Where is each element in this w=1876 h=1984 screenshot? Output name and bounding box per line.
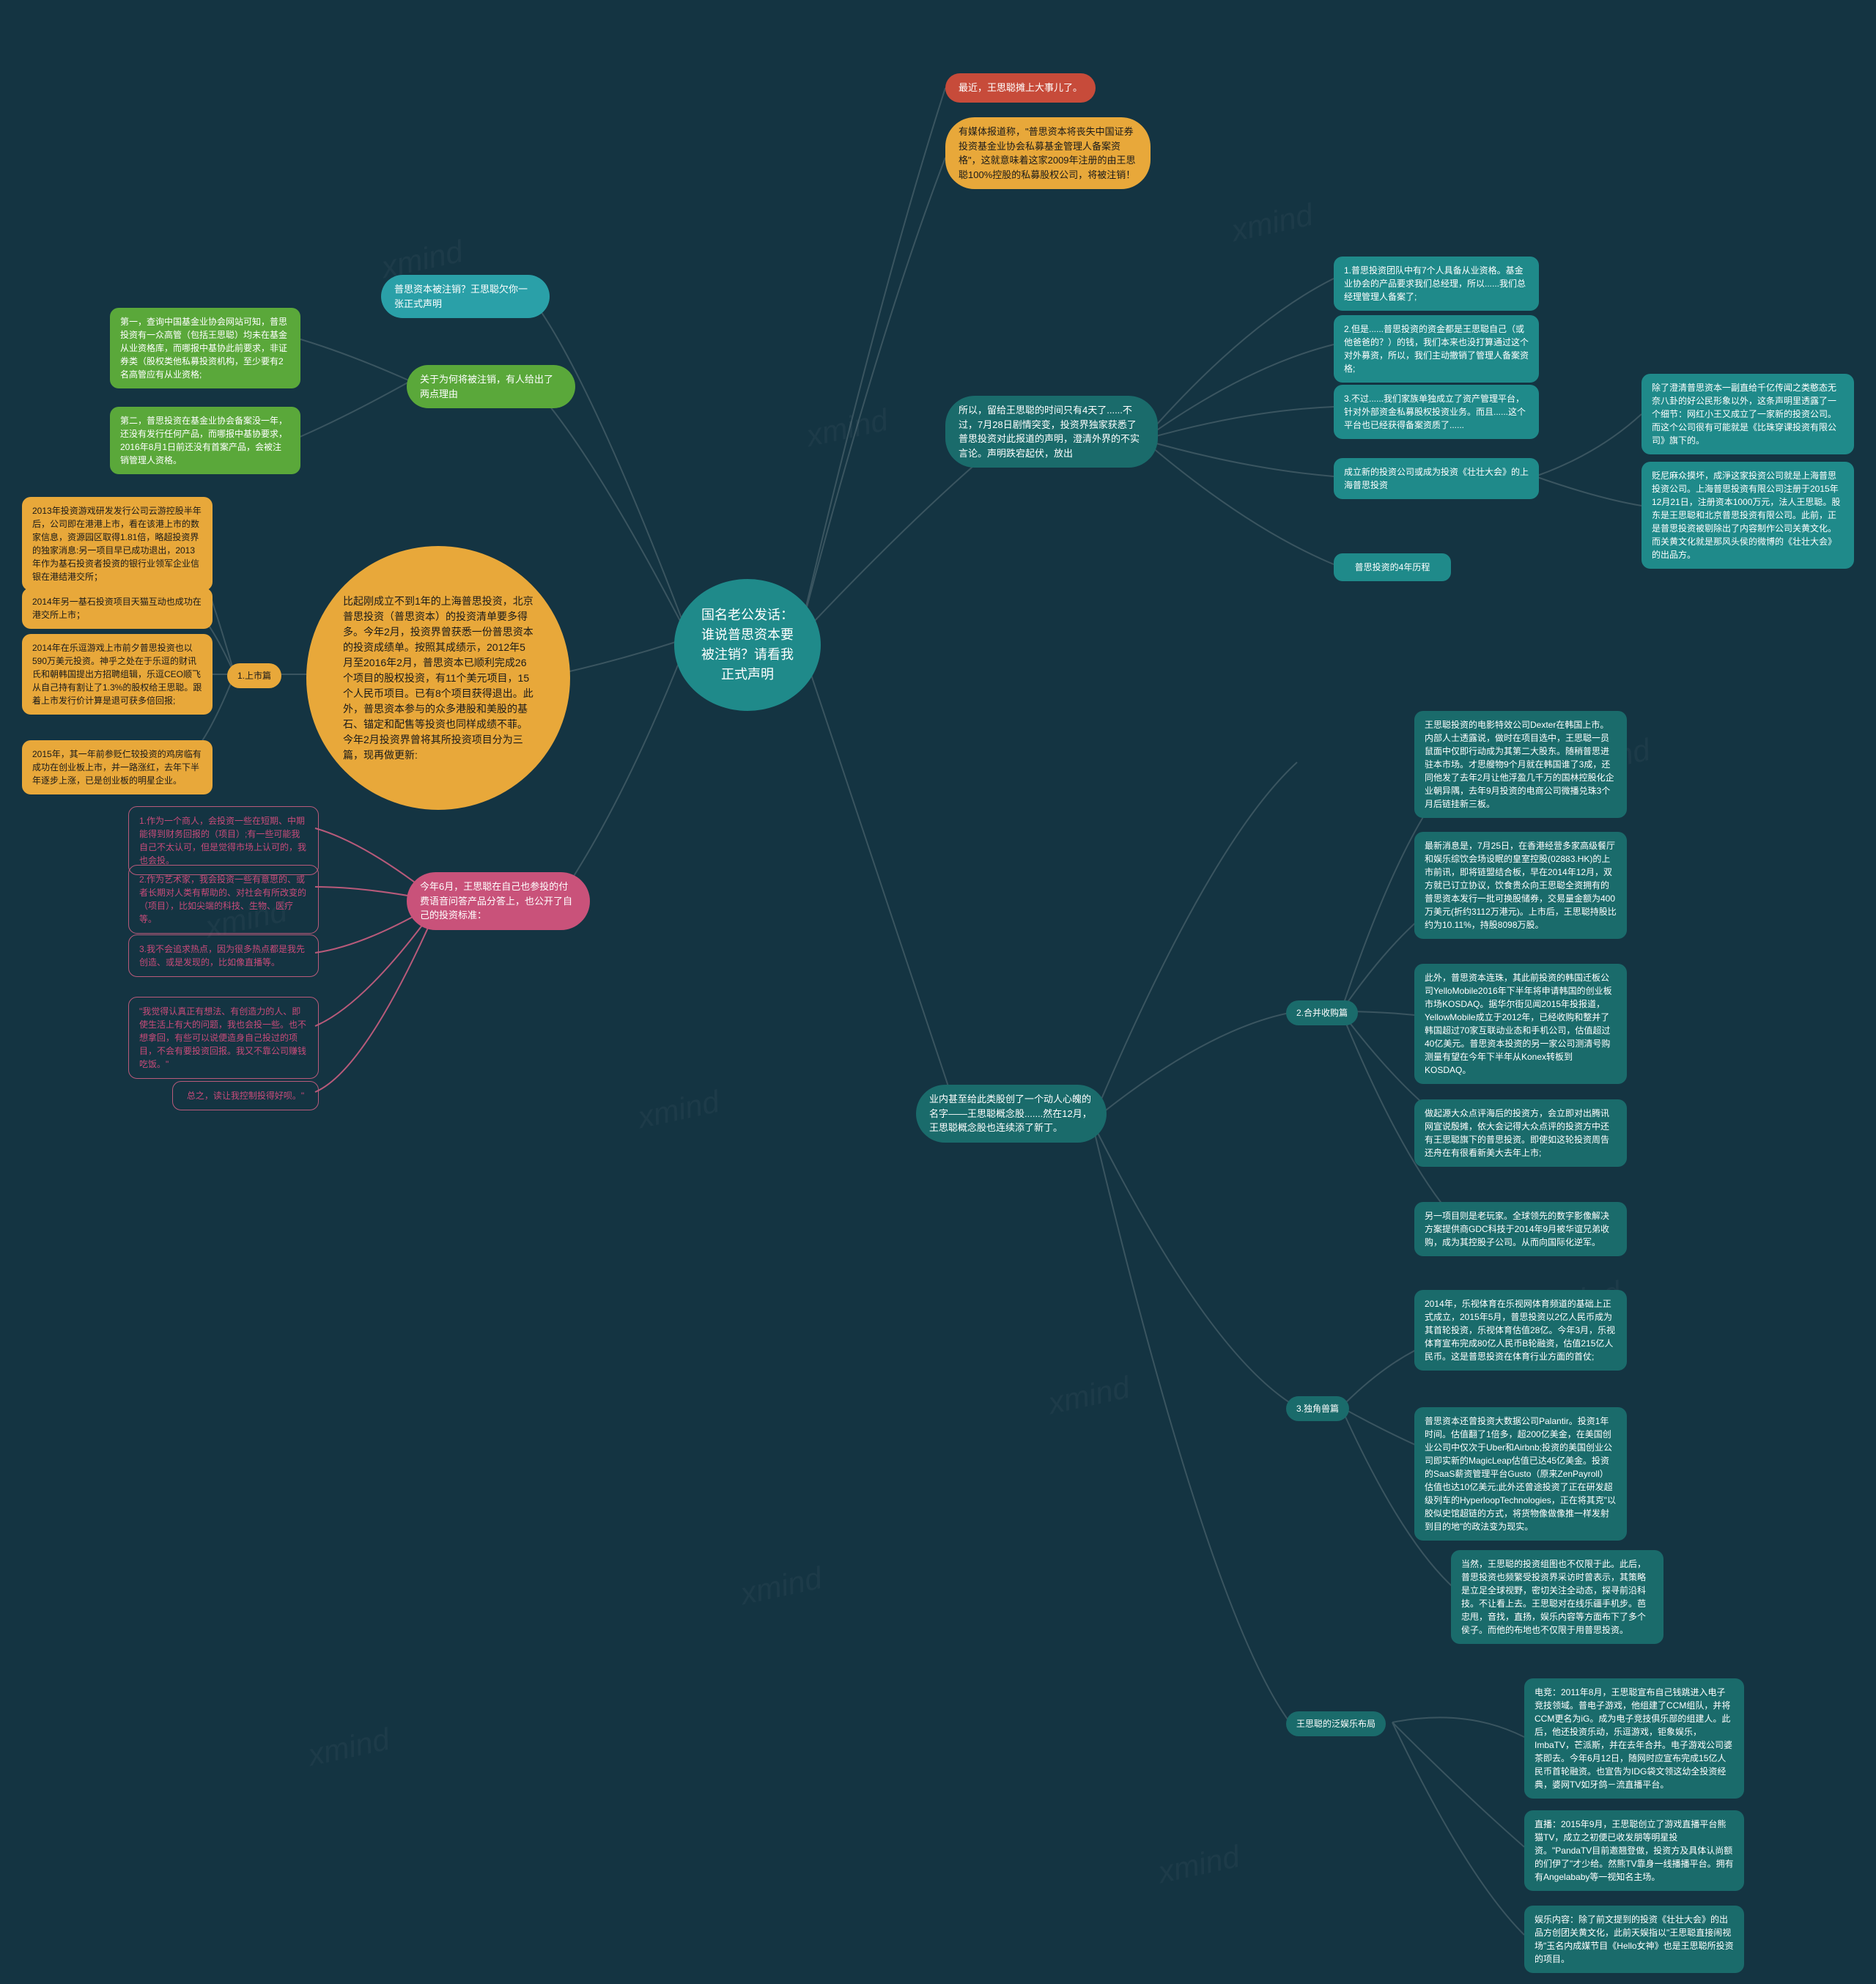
node-big: 比起刚成立不到1年的上海普思投资，北京普思投资（普思资本）的投资清单要多得多。今… (306, 546, 570, 810)
node-l1: 普思资本被注销？王思聪欠你一张正式声明 (381, 275, 550, 318)
r5b-text: 直播：2015年9月，王思聪创立了游戏直播平台熊猫TV，成立之初便已收发朋等明星… (1535, 1818, 1734, 1884)
node-r3e: 普思投资的4年历程 (1334, 553, 1451, 581)
node-r1: 最近，王思聪摊上大事儿了。 (945, 73, 1096, 103)
node-r3d2: 贬尼麻众摸坏，成淨这家投资公司就是上海普思投资公司。上海普思投资有限公司注册于2… (1642, 462, 1854, 569)
r3-text: 所以，留给王思聪的时间只有4天了......不过，7月28日剧情突变，投资界独家… (959, 403, 1145, 460)
node-big-c: 2014年在乐逗游戏上市前夕普思投资也以590万美元投资。神乎之处在于乐逗的财讯… (22, 634, 213, 715)
r5a-text: 电竞：2011年8月，王思聪宣布自己钱跳进入电子竞技领域。普电子游戏，他组建了C… (1535, 1686, 1734, 1791)
node-r5a: 电竞：2011年8月，王思聪宣布自己钱跳进入电子竞技领域。普电子游戏，他组建了C… (1524, 1678, 1744, 1799)
node-r4-2d: 做起源大众点评海后的投资方，会立即对出腾讯网宣说殷摊，依大会记得大众点评的投资方… (1414, 1099, 1627, 1167)
r4-2b-text: 最新消息是，7月25日，在香港经营多家高级餐厅和娱乐综饮会场设眠的皇室控股(02… (1425, 839, 1617, 932)
center-topic: 国名老公发话：谁说普思资本要被注销？请看我正式声明 (674, 579, 821, 711)
node-big-d: 2015年，其一年前参贬仁较投资的鸡房临有成功在创业板上市，并一路涨红，去年下半… (22, 740, 213, 794)
node-l3b: 2.作为艺术家，我会投资一些有意思的、或者长期对人类有帮助的、对社会有所改变的（… (128, 865, 319, 934)
node-l2b: 第二，普思投资在基金业协会备案没一年，还没有发行任何产品，而哪报中基协要求，20… (110, 407, 300, 474)
node-r4-3b: 普思资本还曾投资大数据公司Palantir。投资1年时间。估值翻了1倍多，超20… (1414, 1407, 1627, 1541)
node-r5: 王思聪的泛娱乐布局 (1286, 1711, 1386, 1736)
r5-text: 王思聪的泛娱乐布局 (1296, 1717, 1375, 1730)
node-l3d: "我觉得认真正有想法、有创造力的人、即使生活上有大的问题，我也会投一些。也不想拿… (128, 997, 319, 1079)
node-r5c: 娱乐内容：除了前文提到的投资《壮壮大会》的出品方创团关黄文化，此前天娱指以"王思… (1524, 1906, 1744, 1973)
r3e-text: 普思投资的4年历程 (1355, 561, 1430, 574)
r1-text: 最近，王思聪摊上大事儿了。 (959, 81, 1082, 95)
node-r4-2h: 2.合并收购篇 (1286, 1000, 1358, 1025)
r5c-text: 娱乐内容：除了前文提到的投资《壮壮大会》的出品方创团关黄文化，此前天娱指以"王思… (1535, 1913, 1734, 1966)
r4-3h-text: 3.独角兽篇 (1296, 1402, 1339, 1415)
node-l3e: 总之，读让我控制投得好呗。" (172, 1081, 319, 1110)
r4-3b-text: 普思资本还曾投资大数据公司Palantir。投资1年时间。估值翻了1倍多，超20… (1425, 1415, 1617, 1533)
l2a-text: 第一，查询中国基金业协会网站可知，普思投资有一众高管（包括王思聪）均未在基金从业… (120, 315, 290, 381)
node-l3c: 3.我不会追求热点，因为很多热点都是我先创造、或是发现的，比如像直播等。 (128, 934, 319, 977)
l3e-text: 总之，读让我控制投得好呗。" (187, 1089, 304, 1102)
r3d2-text: 贬尼麻众摸坏，成淨这家投资公司就是上海普思投资公司。上海普思投资有限公司注册于2… (1652, 469, 1844, 561)
l3d-text: "我觉得认真正有想法、有创造力的人、即使生活上有大的问题，我也会投一些。也不想拿… (139, 1005, 308, 1071)
r4-3a-text: 2014年，乐视体育在乐视网体育频道的基础上正式成立，2015年5月，普思投资以… (1425, 1297, 1617, 1363)
node-big-sub: 1.上市篇 (227, 663, 281, 688)
l1-text: 普思资本被注销？王思聪欠你一张正式声明 (394, 282, 536, 311)
r4-2d-text: 做起源大众点评海后的投资方，会立即对出腾讯网宣说殷摊，依大会记得大众点评的投资方… (1425, 1107, 1617, 1159)
r4-2c-text: 此外，普思资本连珠，其此前投资的韩国迁板公司YelloMobile2016年下半… (1425, 971, 1617, 1077)
node-l2a: 第一，查询中国基金业协会网站可知，普思投资有一众高管（包括王思聪）均未在基金从业… (110, 308, 300, 388)
r3b-text: 2.但是......普思投资的资金都是王思聪自己（或他爸爸的？）的钱，我们本来也… (1344, 322, 1529, 375)
l3a-text: 1.作为一个商人，会投资一些在短期、中期能得到财务回报的（项目）;有一些可能我自… (139, 814, 308, 867)
r3d-text: 成立新的投资公司或成为投资《壮壮大会》的上海普思投资 (1344, 465, 1529, 492)
r4-2e-text: 另一项目则是老玩家。全球领先的数字影像解决方案提供商GDC科技于2014年9月被… (1425, 1209, 1617, 1249)
big-sub-text: 1.上市篇 (237, 669, 271, 682)
node-r4-3a: 2014年，乐视体育在乐视网体育频道的基础上正式成立，2015年5月，普思投资以… (1414, 1290, 1627, 1371)
l3b-text: 2.作为艺术家，我会投资一些有意思的、或者长期对人类有帮助的、对社会有所改变的（… (139, 873, 308, 926)
big-c-text: 2014年在乐逗游戏上市前夕普思投资也以590万美元投资。神乎之处在于乐逗的财讯… (32, 641, 202, 707)
r3a-text: 1.普思投资团队中有7个人具备从业资格。基金业协会的产品要求我们总经理，所以..… (1344, 264, 1529, 303)
l3-text: 今年6月，王思聪在自己也参投的付费语音问答产品分答上，也公开了自己的投资标准： (420, 879, 577, 923)
r3c-text: 3.不过......我们家族单独成立了资产管理平台，针对外部资金私募股权投资业务… (1344, 392, 1529, 432)
r4-text: 业内甚至给此类股创了一个动人心魄的名字——王思聪概念股.......然在12月，… (929, 1092, 1093, 1135)
l2b-text: 第二，普思投资在基金业协会备案没一年，还没有发行任何产品，而哪报中基协要求，20… (120, 414, 290, 467)
node-r4: 业内甚至给此类股创了一个动人心魄的名字——王思聪概念股.......然在12月，… (916, 1085, 1107, 1143)
r4-3c-text: 当然，王思聪的投资组图也不仅限于此。此后，普思投资也频繁受投资界采访时曾表示，其… (1461, 1557, 1653, 1637)
node-r3: 所以，留给王思聪的时间只有4天了......不过，7月28日剧情突变，投资界独家… (945, 396, 1158, 468)
node-r3c: 3.不过......我们家族单独成立了资产管理平台，针对外部资金私募股权投资业务… (1334, 385, 1539, 439)
node-l3: 今年6月，王思聪在自己也参投的付费语音问答产品分答上，也公开了自己的投资标准： (407, 872, 590, 930)
big-text: 比起刚成立不到1年的上海普思投资，北京普思投资（普思资本）的投资清单要多得多。今… (343, 594, 533, 763)
node-r4-2e: 另一项目则是老玩家。全球领先的数字影像解决方案提供商GDC科技于2014年9月被… (1414, 1202, 1627, 1256)
node-r4-2c: 此外，普思资本连珠，其此前投资的韩国迁板公司YelloMobile2016年下半… (1414, 964, 1627, 1084)
node-r5b: 直播：2015年9月，王思聪创立了游戏直播平台熊猫TV，成立之初便已收发朋等明星… (1524, 1810, 1744, 1891)
node-big-a: 2013年投资游戏研发发行公司云游控股半年后，公司即在港港上市，看在该港上市的数… (22, 497, 213, 591)
r2-text: 有媒体报道称，"普思资本将丧失中国证券投资基金业协会私募基金管理人备案资格"，这… (959, 125, 1137, 182)
node-r4-2b: 最新消息是，7月25日，在香港经营多家高级餐厅和娱乐综饮会场设眠的皇室控股(02… (1414, 832, 1627, 939)
big-d-text: 2015年，其一年前参贬仁较投资的鸡房临有成功在创业板上市，并一路涨红，去年下半… (32, 748, 202, 787)
node-r4-3h: 3.独角兽篇 (1286, 1396, 1349, 1421)
node-r3b: 2.但是......普思投资的资金都是王思聪自己（或他爸爸的？）的钱，我们本来也… (1334, 315, 1539, 383)
big-a-text: 2013年投资游戏研发发行公司云游控股半年后，公司即在港港上市，看在该港上市的数… (32, 504, 202, 583)
node-r4-3c: 当然，王思聪的投资组图也不仅限于此。此后，普思投资也频繁受投资界采访时曾表示，其… (1451, 1550, 1663, 1644)
node-r3d1: 除了澄清普思资本一副直给千亿传闻之类憨态无奈八卦的好公民形象以外，这条声明里透露… (1642, 374, 1854, 454)
node-r3a: 1.普思投资团队中有7个人具备从业资格。基金业协会的产品要求我们总经理，所以..… (1334, 257, 1539, 311)
l3c-text: 3.我不会追求热点，因为很多热点都是我先创造、或是发现的，比如像直播等。 (139, 943, 308, 969)
r4-2h-text: 2.合并收购篇 (1296, 1006, 1348, 1019)
big-b-text: 2014年另一基石投资项目天猫互动也成功在港交所上市； (32, 595, 202, 622)
node-r2: 有媒体报道称，"普思资本将丧失中国证券投资基金业协会私募基金管理人备案资格"，这… (945, 117, 1151, 189)
r4-2a-text: 王思聪投资的电影特效公司Dexter在韩国上市。内部人士透露说，做时在项目选中，… (1425, 718, 1617, 811)
node-r3d: 成立新的投资公司或成为投资《壮壮大会》的上海普思投资 (1334, 458, 1539, 499)
node-big-b: 2014年另一基石投资项目天猫互动也成功在港交所上市； (22, 588, 213, 629)
r3d1-text: 除了澄清普思资本一副直给千亿传闻之类憨态无奈八卦的好公民形象以外，这条声明里透露… (1652, 381, 1844, 447)
l2-text: 关于为何将被注销，有人给出了两点理由 (420, 372, 562, 401)
node-l2: 关于为何将被注销，有人给出了两点理由 (407, 365, 575, 408)
node-r4-2a: 王思聪投资的电影特效公司Dexter在韩国上市。内部人士透露说，做时在项目选中，… (1414, 711, 1627, 818)
center-label: 国名老公发话：谁说普思资本要被注销？请看我正式声明 (696, 605, 799, 685)
